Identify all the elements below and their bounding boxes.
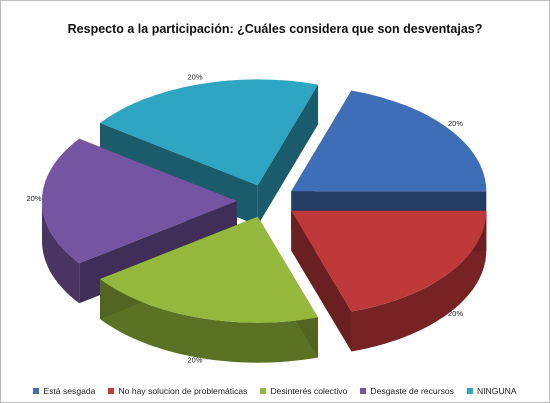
pie-slice-top <box>100 216 318 323</box>
legend-swatch <box>33 388 40 394</box>
legend-item-esta-sesgada: Está sesgada <box>33 386 95 396</box>
data-label-esta-sesgada: 20% <box>448 119 463 128</box>
pie-slice-top <box>291 90 487 192</box>
legend-item-no-hay-solucion-de-problematicas: No hay solucion de problemáticas <box>108 386 247 396</box>
legend-label: NINGUNA <box>476 386 517 396</box>
data-label-desinteres-colectivo: 20% <box>187 356 202 365</box>
pie-slice-wall <box>42 201 80 304</box>
legend-swatch <box>466 388 473 394</box>
legend-item-desgaste-de-recursos: Desgaste de recursos <box>360 386 454 396</box>
pie-slice-no-hay-solucion-de-problematicas <box>291 210 487 352</box>
legend-swatch <box>360 388 367 394</box>
legend-label: Desgaste de recursos <box>370 386 454 396</box>
legend-label: No hay solucion de problemáticas <box>118 386 248 396</box>
legend-label: Está sesgada <box>43 386 96 396</box>
pie-slice-esta-sesgada <box>291 90 487 232</box>
data-label-no-hay-solucion-de-problematicas: 20% <box>448 309 463 318</box>
legend-label: Desinterés colectivo <box>270 386 348 396</box>
legend-item-desinteres-colectivo: Desinterés colectivo <box>260 386 347 396</box>
pie-slice-desinteres-colectivo <box>100 216 318 363</box>
pie-slice-wall <box>100 279 318 363</box>
chart-title: Respecto a la participación: ¿Cuáles con… <box>67 22 483 36</box>
pie-slice-top <box>41 138 237 264</box>
pie-slice-side <box>257 84 318 226</box>
data-label-ninguna: 20% <box>187 72 202 81</box>
pie-slice-wall <box>351 210 487 352</box>
legend-swatch <box>260 388 267 394</box>
pie-slice-top <box>100 79 318 186</box>
data-label-desgaste-de-recursos: 20% <box>26 194 41 203</box>
pie-slice-side <box>291 210 352 352</box>
legend: Está sesgada No hay solucion de problemát… <box>1 386 549 396</box>
legend-item-ninguna: NINGUNA <box>466 386 517 396</box>
legend-swatch <box>108 388 115 394</box>
pie-slice-top <box>291 210 487 312</box>
